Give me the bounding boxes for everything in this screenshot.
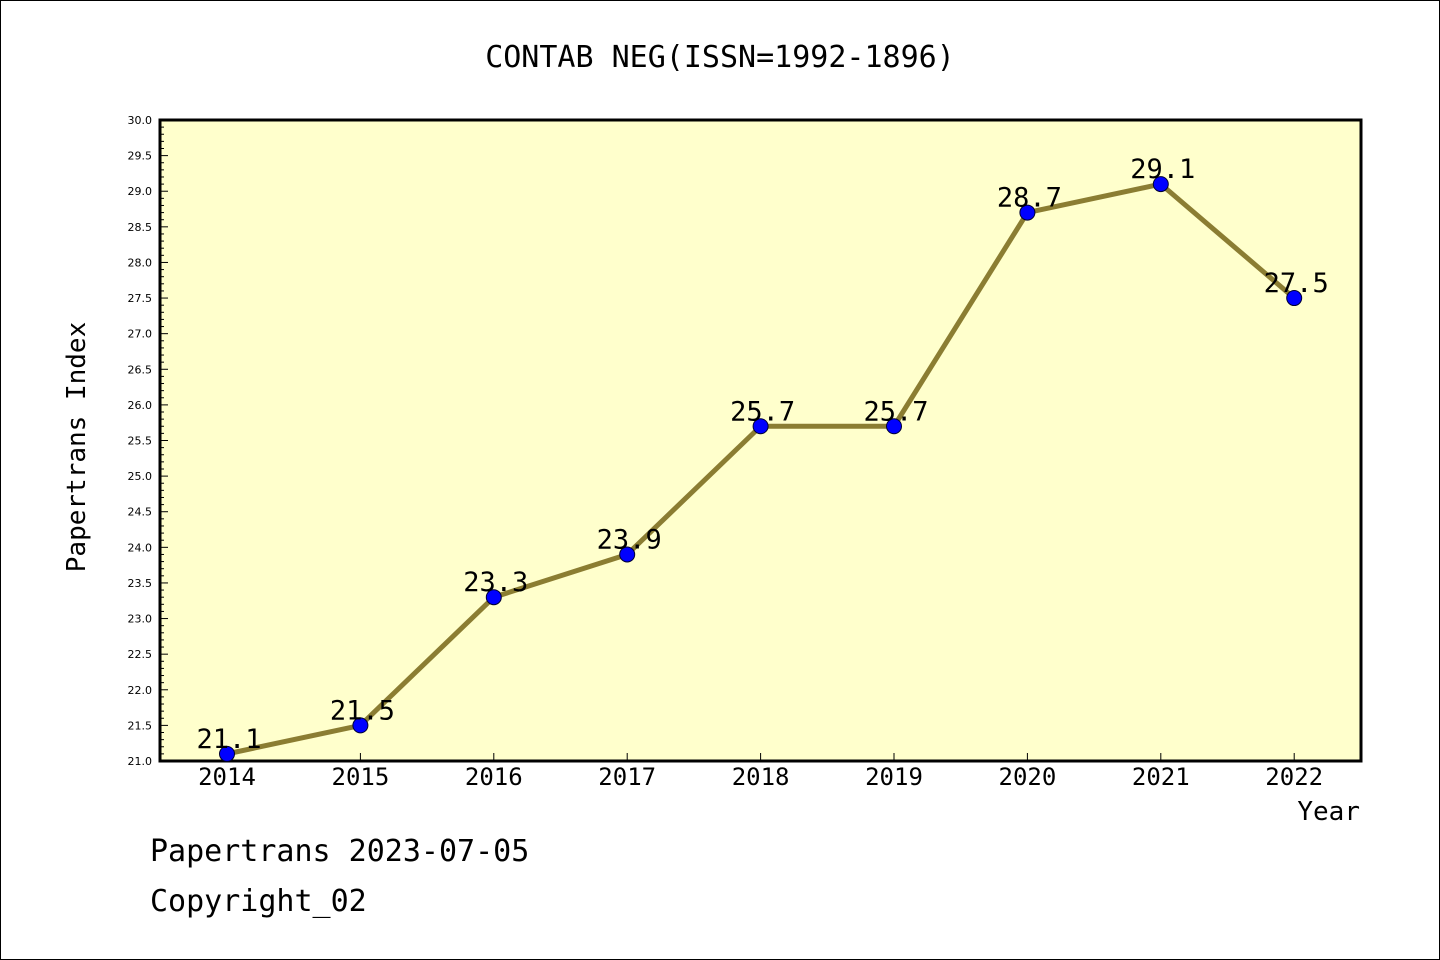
y-tick-label: 21.0	[128, 755, 153, 768]
data-label: 23.9	[597, 524, 662, 555]
y-axis-label: Papertrans Index	[62, 322, 92, 572]
y-tick-label: 28.5	[128, 221, 153, 234]
data-point	[1019, 204, 1036, 221]
y-tick-label: 24.5	[128, 506, 153, 519]
x-tick-label: 2020	[999, 763, 1057, 791]
data-point	[219, 745, 235, 762]
y-tick-label: 25.5	[128, 435, 153, 448]
data-point	[886, 418, 902, 435]
x-axis-label: Year	[1297, 797, 1360, 827]
y-tick-label: 26.0	[128, 399, 153, 412]
data-label: 25.7	[730, 396, 795, 427]
y-tick-label: 21.5	[128, 719, 153, 732]
data-point	[619, 546, 636, 563]
data-point	[485, 589, 502, 606]
data-point	[1286, 290, 1303, 307]
data-point	[1152, 176, 1169, 193]
footer-date: Papertrans 2023-07-05	[150, 834, 530, 869]
x-tick-label: 2015	[332, 763, 390, 791]
plot-area	[158, 118, 1363, 763]
y-tick-label: 23.5	[128, 577, 153, 590]
data-label: 29.1	[1130, 154, 1195, 185]
x-tick-label: 2021	[1132, 763, 1190, 791]
data-point	[352, 717, 369, 734]
x-tick-label: 2019	[865, 763, 923, 791]
y-tick-label: 24.0	[128, 541, 153, 554]
x-tick-label: 2017	[598, 763, 656, 791]
chart-title: CONTAB NEG(ISSN=1992-1896)	[485, 40, 955, 75]
y-tick-label: 22.5	[128, 648, 153, 661]
data-label: 28.7	[997, 183, 1062, 214]
data-labels: 21.1 21.5 23.3 23.9 25.7 25.7 28.7 29.1 27.5	[196, 154, 1328, 755]
y-tick-label: 26.5	[128, 363, 153, 376]
data-markers	[219, 176, 1303, 762]
data-point	[752, 418, 769, 435]
x-tick-label: 2014	[198, 763, 256, 791]
y-tick-label: 23.0	[128, 613, 153, 626]
x-tick-label: 2016	[465, 763, 523, 791]
y-tick-label: 29.0	[128, 185, 153, 198]
y-tick-label: 30.0	[128, 114, 153, 127]
y-tick-label: 27.5	[128, 292, 153, 305]
data-label: 27.5	[1264, 268, 1329, 299]
x-axis: 2014 2015 2016 2017 2018 2019 2020 2021 2022	[198, 753, 1323, 791]
data-label: 21.1	[196, 724, 261, 755]
footer-copyright: Copyright_02	[150, 884, 367, 919]
y-tick-label: 22.0	[128, 684, 153, 697]
data-label: 25.7	[863, 396, 928, 427]
data-label: 21.5	[330, 695, 395, 726]
x-tick-label: 2018	[732, 763, 790, 791]
y-tick-label: 25.0	[128, 470, 153, 483]
data-label: 23.3	[463, 567, 528, 598]
y-axis: 21.0 21.5 22.0 22.5 23.0 23.5 24.0 24.5 25.0 25.5…	[128, 114, 168, 768]
y-tick-label: 27.0	[128, 328, 153, 341]
y-tick-label: 28.0	[128, 256, 153, 269]
x-tick-label: 2022	[1265, 763, 1323, 791]
y-tick-label: 29.5	[128, 150, 153, 163]
